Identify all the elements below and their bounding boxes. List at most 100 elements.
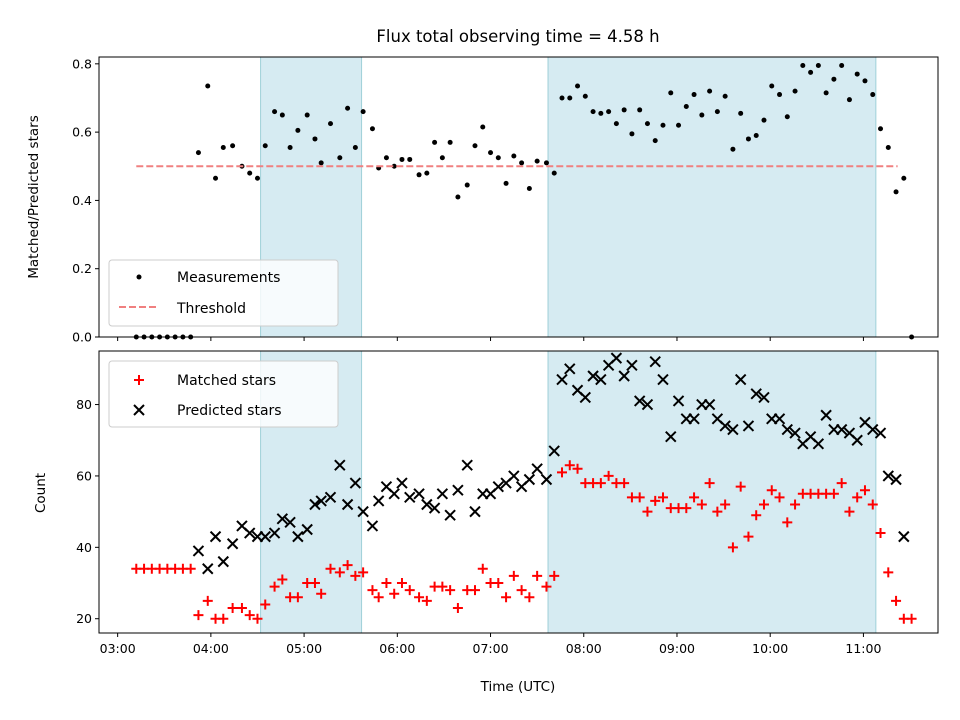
matched-star-point [373,592,384,603]
measurement-point [621,107,627,113]
x-tick-label: 09:00 [659,641,695,656]
x-tick-label: 10:00 [752,641,788,656]
matched-star-point [516,585,527,596]
predicted-star-point [626,359,638,371]
measurement-point [447,139,453,145]
matched-star-point [751,510,762,521]
measurement-point [691,92,697,98]
predicted-star-point [523,473,536,486]
bottom-legend: Matched stars Predicted stars [108,360,339,428]
legend-measurements-label: Measurements [177,270,280,286]
measurement-point [247,170,253,176]
measurement-point [439,155,445,161]
measurement-point [272,109,278,115]
measurement-point [360,109,366,115]
measurement-point [511,153,517,159]
matched-star-point [720,499,731,510]
predicted-star-point [366,520,379,532]
matched-star-point [381,578,392,589]
matched-star-point [541,581,552,592]
legend-threshold-label: Threshold [176,301,246,317]
measurement-point [753,133,759,139]
predicted-star-point [357,505,369,518]
measurement-point [839,63,845,69]
measurement-point [352,144,358,150]
measurement-point [295,127,301,133]
x-tick-label: 03:00 [100,641,136,656]
y-tick-label: 0.8 [72,56,92,71]
measurement-point [629,131,635,137]
predicted-star-point [789,427,801,439]
matched-star-point [202,595,213,606]
matched-star-point [557,467,568,478]
predicted-star-point [284,516,296,529]
matched-star-point [185,563,196,574]
measurement-point [455,194,461,200]
measurement-point [699,112,705,118]
y-tick-label: 0.6 [72,125,92,140]
measurement-point [534,158,540,164]
predicted-star-point [436,488,449,500]
measurement-point [195,150,201,156]
measurement-point [328,121,334,127]
matched-star-point [414,592,425,603]
matched-star-point [469,585,480,596]
predicted-star-point [388,488,400,500]
matched-star-point [269,581,280,592]
axes-frame [98,56,939,338]
matched-star-point [595,478,606,489]
matched-star-point [334,567,345,578]
measurement-point [831,76,837,82]
measurement-point [676,122,682,128]
top-legend: Measurements Threshold [108,259,339,327]
matched-star-point [704,478,715,489]
predicted-star-point [742,420,755,432]
matched-star-point [477,563,488,574]
measurement-point [416,172,422,178]
predicted-star-point [292,530,304,543]
matched-star-point [619,478,630,489]
matched-star-point [227,603,238,614]
measurement-point [432,139,438,145]
predicted-star-point [610,352,623,364]
predicted-star-point [461,459,473,471]
predicted-star-point [556,373,568,386]
predicted-star-point [469,505,481,518]
matched-star-point [358,567,369,578]
predicted-star-point [428,502,441,514]
predicted-star-point [672,395,685,407]
matched-star-point [875,528,886,539]
measurement-point [519,160,525,166]
measurement-point [707,88,713,94]
predicted-star-point [276,513,289,525]
measurement-point [254,175,260,181]
measurement-point [279,112,285,118]
legend-matched-label: Matched stars [177,373,276,389]
matched-star-point [193,610,204,621]
measurement-point [606,109,612,115]
measurement-point [220,144,226,150]
predicted-star-point [781,423,793,436]
y-tick-label: 80 [76,397,92,412]
x-tick-label: 06:00 [379,641,415,656]
predicted-star-point [309,498,321,511]
matched-star-point [292,592,303,603]
predicted-star-point [349,477,362,489]
matched-star-point [524,592,535,603]
legend-frame [108,259,339,327]
matched-star-point [681,503,692,514]
predicted-star-point [372,495,385,507]
matched-star-point [650,495,661,506]
measurement-point [784,114,790,120]
matched-star-point [309,578,320,589]
predicted-star-point [564,363,576,375]
predicted-star-point [421,498,433,511]
measurement-point [714,109,720,115]
measurement-point [345,105,351,111]
predicted-star-point [444,509,456,521]
predicted-star-point [404,491,416,504]
matched-star-point [501,592,512,603]
predicted-star-point [641,398,654,411]
measurement-point [383,155,389,161]
predicted-star-point [618,370,630,382]
